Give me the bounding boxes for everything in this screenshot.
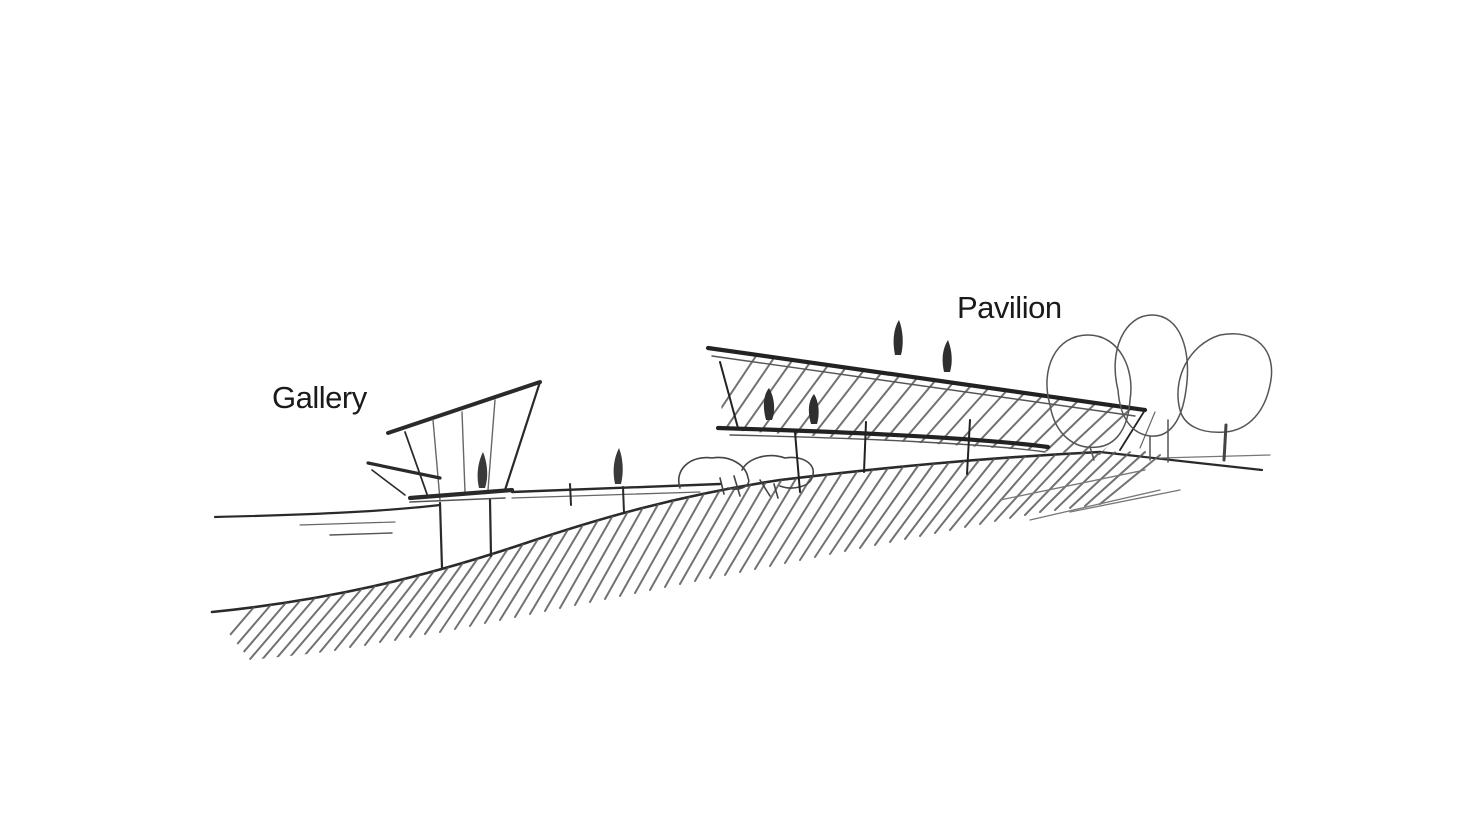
ground-line-right [999, 469, 1181, 521]
hill-outline [210, 450, 1271, 614]
walkway [510, 482, 722, 514]
figure-icon [477, 452, 488, 488]
pavilion-label: Pavilion [957, 290, 1062, 325]
ground-line-left [213, 503, 442, 536]
hill-hatching [212, 451, 1161, 660]
trees [1046, 314, 1273, 463]
gallery-label: Gallery [272, 380, 367, 415]
shrubs [677, 454, 815, 499]
figure-icon [613, 448, 623, 484]
figure-icon [763, 320, 952, 424]
gallery-building [366, 380, 542, 570]
